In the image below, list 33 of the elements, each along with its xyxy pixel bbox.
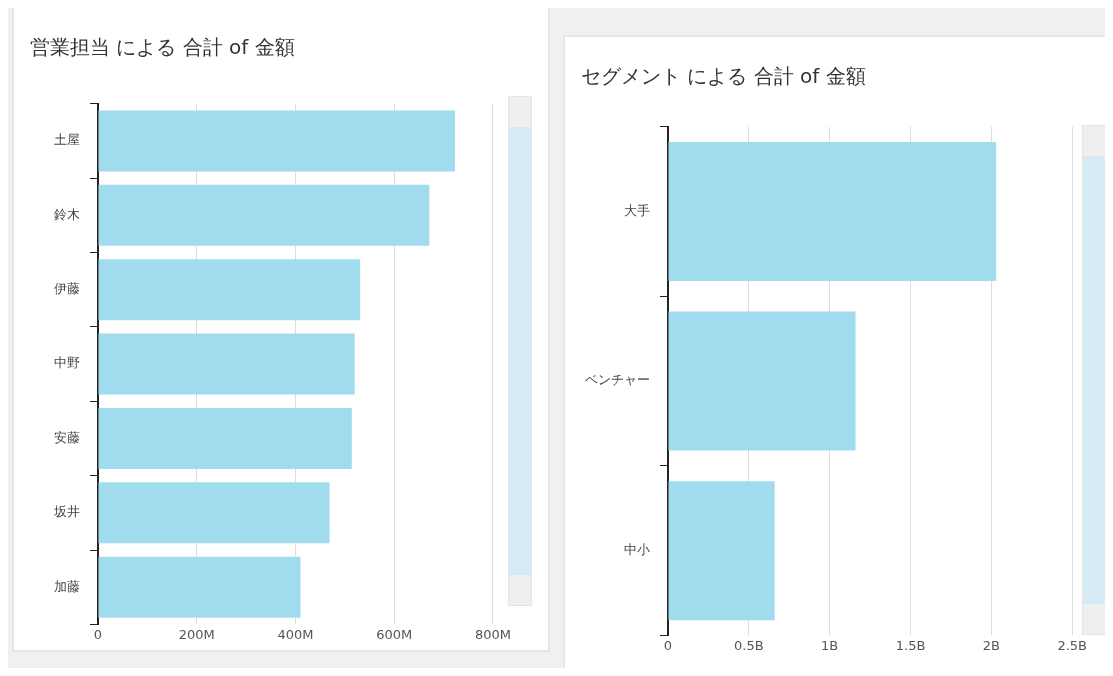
bar xyxy=(98,259,361,321)
x-tick-label: 0 xyxy=(93,626,103,642)
x-tick-label: 1.5B xyxy=(895,637,926,653)
y-tick-label: 中野 xyxy=(54,355,80,371)
y-tick-label: 土屋 xyxy=(54,132,80,148)
y-tick-label: ベンチャー xyxy=(585,372,650,388)
y-tick-label: 大手 xyxy=(624,202,650,218)
y-tick-label: 伊藤 xyxy=(54,281,80,297)
x-tick-label: 600M xyxy=(376,626,413,642)
x-tick-label: 1B xyxy=(821,637,839,653)
chart-title: 営業担当 による 合計 of 金額 xyxy=(30,34,295,61)
bar xyxy=(98,110,455,172)
y-tick-label: 加藤 xyxy=(54,578,80,594)
x-tick-label: 400M xyxy=(277,626,314,642)
y-tick-label: 鈴木 xyxy=(54,206,80,222)
bar xyxy=(668,311,856,451)
chart-title: セグメント による 合計 of 金額 xyxy=(581,63,866,90)
x-tick-label: 2.5B xyxy=(1057,637,1087,653)
y-tick-label: 中小 xyxy=(624,542,650,558)
bar xyxy=(668,142,997,282)
x-tick-label: 0.5B xyxy=(734,637,764,653)
bar xyxy=(98,482,330,544)
x-tick-label: 800M xyxy=(474,626,511,642)
bar xyxy=(98,184,430,246)
bar xyxy=(98,333,355,395)
x-tick-label: 2B xyxy=(982,637,1000,653)
y-tick-label: 安藤 xyxy=(54,429,80,445)
bar xyxy=(668,481,775,621)
x-tick-label: 0 xyxy=(663,637,673,653)
bar xyxy=(98,407,352,469)
y-tick-label: 坂井 xyxy=(53,504,80,520)
bar xyxy=(98,556,301,618)
x-tick-label: 200M xyxy=(178,626,215,642)
